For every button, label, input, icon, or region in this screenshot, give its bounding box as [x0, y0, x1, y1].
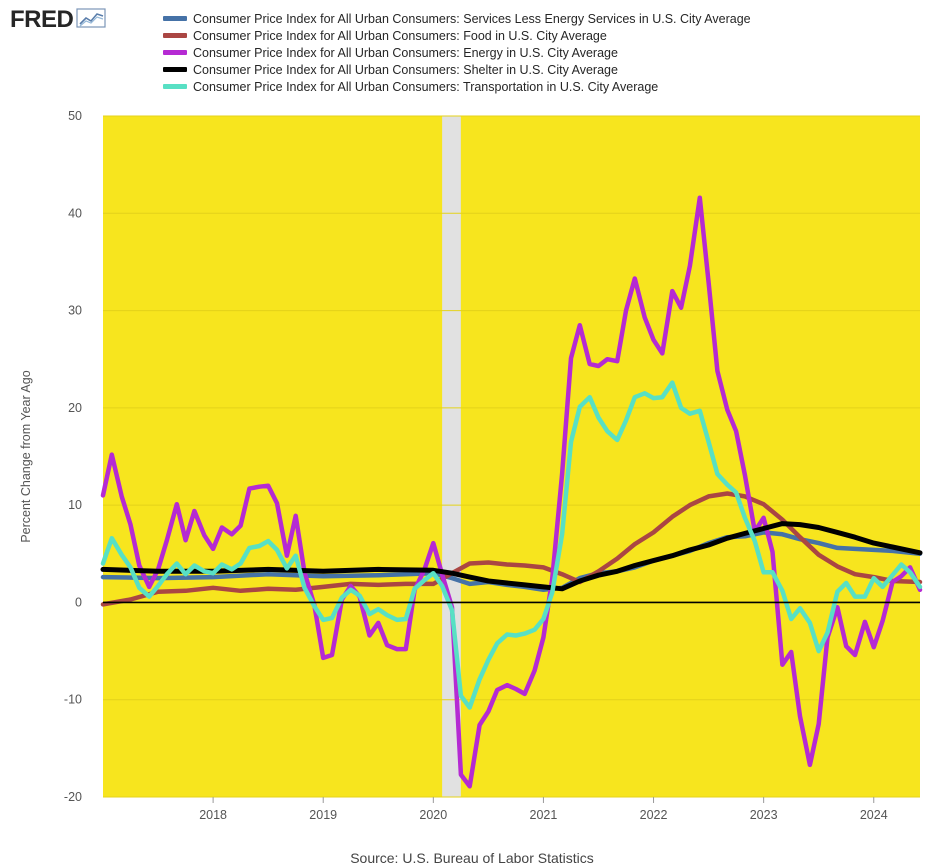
- recession-shade: [442, 116, 461, 797]
- y-axis-title: Percent Change from Year Ago: [19, 370, 33, 542]
- plot-area: [103, 116, 920, 797]
- y-tick-label: 40: [68, 206, 82, 220]
- series-line: [100, 521, 923, 592]
- chart-legend: Consumer Price Index for All Urban Consu…: [163, 10, 751, 95]
- legend-label: Consumer Price Index for All Urban Consu…: [193, 11, 751, 26]
- legend-swatch: [163, 33, 187, 38]
- x-tick-label: 2019: [309, 808, 337, 822]
- y-tick-label: 30: [68, 304, 82, 318]
- x-tick-label: 2024: [860, 808, 888, 822]
- source-note: Source: U.S. Bureau of Labor Statistics: [350, 850, 594, 866]
- trend-line-icon: [76, 7, 108, 34]
- legend-label: Consumer Price Index for All Urban Consu…: [193, 79, 659, 94]
- series-line: [100, 380, 923, 710]
- axes: -20 -10 0 10 20 30 40 50 2018 2019 2020 2021 2022 202…: [19, 109, 920, 822]
- legend-swatch: [163, 16, 187, 21]
- y-tick-label: 50: [68, 109, 82, 123]
- y-tick-label: 10: [68, 498, 82, 512]
- x-tick-label: 2022: [640, 808, 668, 822]
- series-line: [100, 491, 923, 607]
- fred-logo: FRED: [10, 6, 108, 34]
- legend-item: Consumer Price Index for All Urban Consu…: [163, 78, 751, 95]
- y-tick-label: 0: [75, 595, 82, 609]
- gridlines: [103, 115, 920, 798]
- legend-label: Consumer Price Index for All Urban Consu…: [193, 28, 607, 43]
- legend-item: Consumer Price Index for All Urban Consu…: [163, 10, 751, 27]
- legend-item: Consumer Price Index for All Urban Consu…: [163, 27, 751, 44]
- fred-logo-text: FRED: [10, 6, 74, 33]
- y-tick-label: 20: [68, 401, 82, 415]
- x-tick-label: 2020: [419, 808, 447, 822]
- series-lines: [100, 195, 923, 789]
- legend-swatch: [163, 50, 187, 55]
- x-tick-label: 2021: [530, 808, 558, 822]
- series-line: [100, 195, 923, 789]
- legend-label: Consumer Price Index for All Urban Consu…: [193, 62, 618, 77]
- x-tick-label: 2018: [199, 808, 227, 822]
- y-tick-label: -10: [64, 693, 82, 707]
- y-tick-label: -20: [64, 790, 82, 804]
- legend-item: Consumer Price Index for All Urban Consu…: [163, 61, 751, 78]
- legend-item: Consumer Price Index for All Urban Consu…: [163, 44, 751, 61]
- legend-label: Consumer Price Index for All Urban Consu…: [193, 45, 618, 60]
- plot-background: [103, 116, 920, 797]
- legend-swatch: [163, 67, 187, 72]
- legend-swatch: [163, 84, 187, 89]
- x-tick-label: 2023: [750, 808, 778, 822]
